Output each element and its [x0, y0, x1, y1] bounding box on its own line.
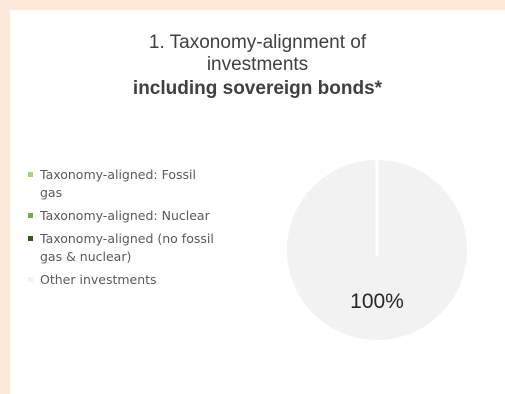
legend-label-fossil-gas: Taxonomy-aligned: Fossil gas [40, 167, 196, 200]
legend-item-fossil-gas: Taxonomy-aligned: Fossil gas [28, 166, 218, 202]
chart-legend: Taxonomy-aligned: Fossil gas Taxonomy-al… [28, 166, 218, 294]
pie-data-label: 100% [350, 290, 404, 313]
chart-panel: 1. Taxonomy-alignment of investments inc… [10, 10, 505, 394]
legend-label-other-investments: Other investments [40, 272, 157, 287]
pie-svg: 100% [287, 160, 467, 340]
chart-title-line-1: 1. Taxonomy-alignment of [148, 32, 367, 53]
chart-title: 1. Taxonomy-alignment of investments inc… [10, 32, 505, 100]
legend-item-other-investments: Other investments [28, 271, 218, 289]
chart-title-line-3: including sovereign bonds* [132, 78, 383, 99]
legend-swatch-fossil-gas [28, 172, 33, 177]
legend-swatch-other-investments [28, 277, 33, 282]
chart-title-line-2: investments [206, 54, 309, 75]
legend-label-aligned-other: Taxonomy-aligned (no fossil gas & nuclea… [40, 231, 214, 264]
legend-swatch-aligned-other [28, 236, 33, 241]
legend-label-nuclear: Taxonomy-aligned: Nuclear [40, 208, 210, 223]
legend-item-nuclear: Taxonomy-aligned: Nuclear [28, 207, 218, 225]
legend-swatch-nuclear [28, 213, 33, 218]
legend-item-aligned-other: Taxonomy-aligned (no fossil gas & nuclea… [28, 230, 218, 266]
pie-chart: 100% [287, 160, 467, 340]
